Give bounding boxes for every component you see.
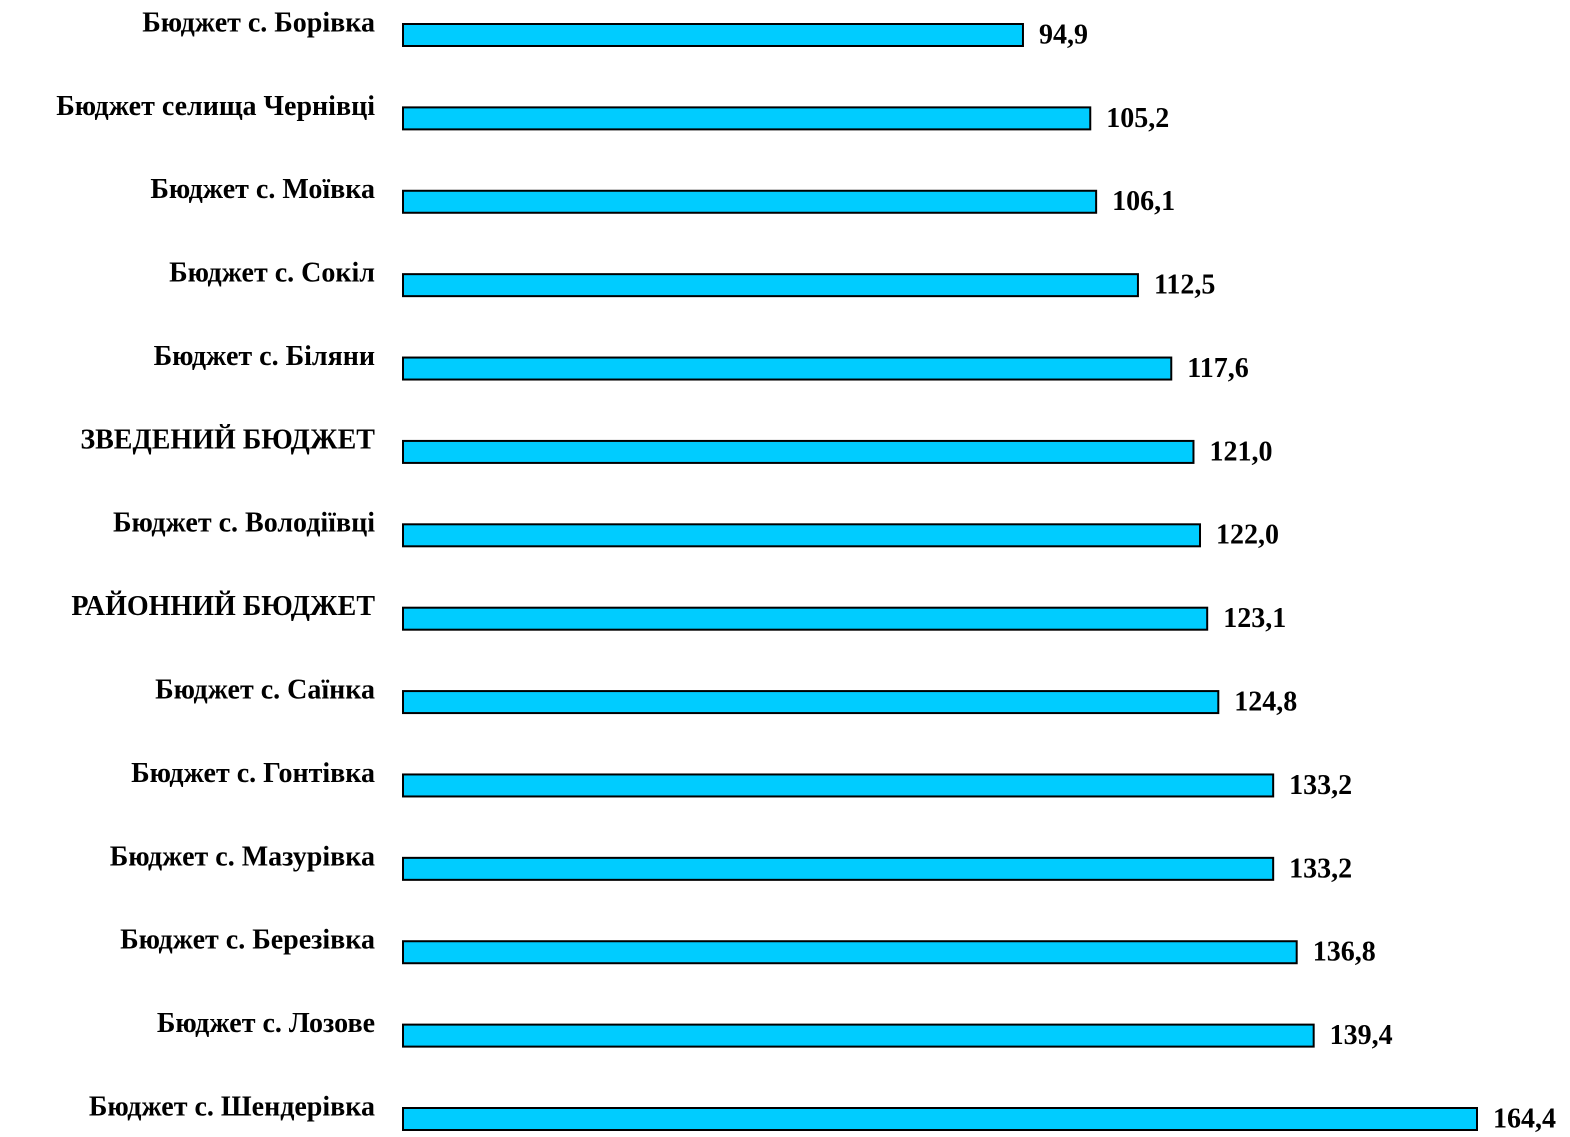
bar	[402, 106, 1092, 131]
category-label: Бюджет с. Гонтівка	[131, 758, 375, 789]
value-label: 133,2	[1289, 853, 1352, 884]
category-label: Бюджет с. Саїнка	[155, 674, 375, 705]
bar	[402, 356, 1173, 381]
category-label: Бюджет с. Березівка	[120, 925, 375, 956]
category-label: Бюджет с. Володіївці	[113, 508, 375, 539]
bar	[402, 690, 1220, 715]
category-label: РАЙОННИЙ БЮДЖЕТ	[71, 591, 375, 622]
category-label: Бюджет с. Біляни	[154, 341, 375, 372]
value-label: 122,0	[1216, 520, 1279, 551]
bar	[402, 439, 1195, 464]
value-label: 124,8	[1234, 686, 1297, 717]
bar	[402, 940, 1298, 965]
value-label: 133,2	[1289, 770, 1352, 801]
value-label: 106,1	[1112, 186, 1175, 217]
bar	[402, 23, 1024, 47]
value-label: 94,9	[1039, 19, 1088, 50]
category-label: Бюджет с. Шендерівка	[89, 1091, 375, 1122]
bar	[402, 856, 1275, 881]
category-label: Бюджет с. Моївка	[150, 174, 375, 205]
bar	[402, 189, 1098, 214]
value-label: 136,8	[1313, 937, 1376, 968]
bar	[402, 523, 1202, 548]
value-label: 123,1	[1223, 603, 1286, 634]
category-label: Бюджет с. Мазурівка	[110, 841, 375, 872]
value-label: 105,2	[1106, 103, 1169, 134]
category-label: Бюджет с. Борівка	[142, 7, 375, 38]
category-label: Бюджет с. Сокіл	[169, 258, 375, 289]
category-label: Бюджет селища Чернівці	[56, 91, 375, 122]
value-label: 117,6	[1187, 353, 1248, 384]
value-label: 164,4	[1493, 1103, 1556, 1134]
category-label: Бюджет с. Лозове	[157, 1008, 375, 1039]
bar	[402, 773, 1275, 798]
value-label: 139,4	[1330, 1020, 1393, 1051]
bar	[402, 606, 1209, 631]
bar	[402, 1023, 1315, 1048]
value-label: 112,5	[1154, 270, 1215, 301]
value-label: 121,0	[1209, 436, 1272, 467]
bar	[402, 273, 1139, 298]
category-label: ЗВЕДЕНИЙ БЮДЖЕТ	[80, 424, 375, 455]
bar	[402, 1107, 1478, 1131]
